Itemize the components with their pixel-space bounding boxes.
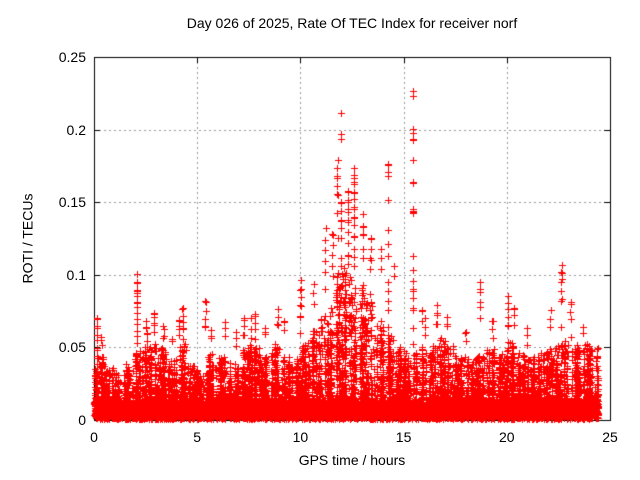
x-tick-label: 20 — [499, 429, 515, 445]
x-tick-label: 15 — [395, 429, 412, 445]
y-tick-label: 0.2 — [66, 121, 86, 138]
x-tick-label: 10 — [292, 429, 309, 445]
y-tick-label: 0.25 — [58, 49, 86, 65]
x-tick-label: 25 — [602, 429, 618, 445]
y-tick-label: 0.15 — [58, 194, 86, 211]
x-tick-label: 0 — [90, 429, 98, 445]
y-tick-label: 0.1 — [66, 266, 86, 283]
x-tick-label: 5 — [193, 429, 202, 445]
y-tick-label: 0.05 — [58, 339, 86, 356]
x-axis-label: GPS time / hours — [298, 452, 406, 468]
y-tick-label: 0 — [78, 412, 86, 428]
chart-title: Day 026 of 2025, Rate Of TEC Index for r… — [186, 15, 518, 31]
